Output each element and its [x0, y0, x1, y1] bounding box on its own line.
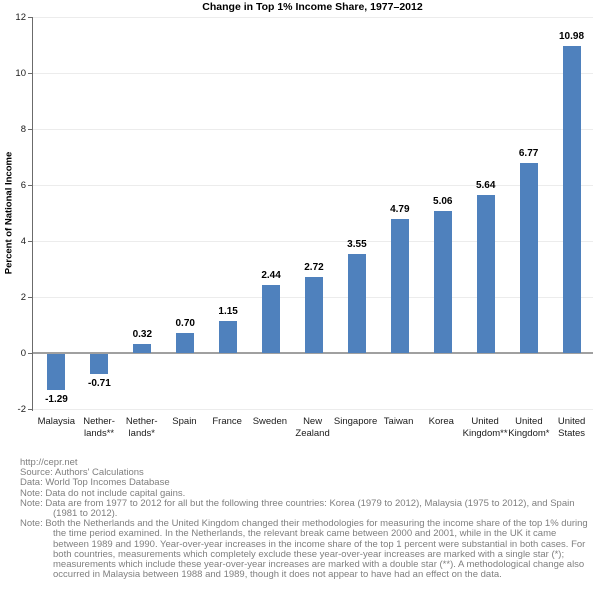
y-tick-mark [28, 185, 32, 186]
footer-line: Note: Data are from 1977 to 2012 for all… [20, 497, 575, 520]
y-tick-mark [28, 353, 32, 354]
x-axis-labels: Malaysia Nether- lands** Nether- lands* Spa… [35, 416, 593, 439]
bar [305, 276, 323, 353]
footer-line: Note: Data do not include capital gains. [20, 487, 186, 499]
gridline [32, 129, 593, 130]
gridline [32, 17, 593, 18]
x-tick-label: New Zealand [295, 416, 330, 439]
y-tick-mark [28, 129, 32, 130]
bar-value-label: -0.71 [87, 377, 111, 389]
y-axis-line [32, 17, 33, 411]
gridline [32, 241, 593, 242]
bar [90, 354, 109, 374]
bar [476, 195, 495, 353]
y-tick-label: 8 [20, 124, 26, 135]
x-tick-label: Malaysia [37, 416, 76, 427]
y-tick-label: 2 [20, 292, 26, 303]
bar-value-label: 4.79 [390, 203, 410, 215]
gridline [32, 409, 593, 410]
bar-value-label: 5.64 [475, 180, 496, 192]
x-tick-label: Singapore [333, 416, 378, 427]
x-tick-label: Nether- lands** [83, 416, 115, 439]
x-tick-label: Spain [172, 416, 197, 427]
y-tick-mark [28, 241, 32, 242]
bar-value-label: 3.55 [347, 238, 367, 250]
footer-line: http://cepr.net [20, 457, 78, 468]
bar-value-label: 0.32 [132, 329, 153, 341]
footer-line: Note: Both the Netherlands and the Unite… [20, 518, 588, 581]
y-tick-label: 6 [20, 180, 26, 191]
bar [176, 333, 195, 353]
bar-value-label: 2.44 [261, 269, 281, 281]
gridline [32, 73, 593, 74]
gridline [32, 185, 593, 186]
bar [133, 344, 152, 353]
y-tick-mark [28, 17, 32, 18]
y-tick-label: 10 [15, 68, 26, 79]
bar-value-label: 6.77 [518, 148, 539, 160]
y-axis-title: Percent of National Income [3, 151, 15, 275]
bar [562, 45, 581, 353]
bar-value-label: 2.72 [304, 261, 324, 273]
bar-value-label: -1.29 [45, 394, 68, 406]
x-tick-label: France [212, 416, 242, 427]
y-tick-mark [28, 297, 32, 298]
bar [433, 211, 452, 353]
bar [262, 284, 281, 353]
x-tick-label: Sweden [252, 416, 288, 427]
y-tick-label: 0 [20, 348, 26, 359]
y-tick-label: 4 [20, 236, 26, 247]
x-tick-label: United Kingdom** [462, 416, 508, 439]
footer-line: Source: Authors' Calculations [20, 467, 144, 479]
y-tick-mark [28, 73, 32, 74]
x-tick-label: United States [557, 416, 586, 439]
x-tick-label: United Kingdom* [508, 416, 550, 439]
bar [390, 218, 409, 353]
chart-title: Change in Top 1% Income Share, 1977–2012 [202, 1, 423, 13]
y-tick-mark [28, 409, 32, 410]
chart-footer: http://cepr.net Source: Authors' Calculat… [20, 457, 593, 581]
bar-value-label: 10.98 [559, 30, 585, 42]
plot-area: -1.29 -0.71 0.32 0.70 1.15 2.44 2.72 3.55 4.79 5.… [32, 17, 593, 410]
bar-value-label: 0.70 [175, 318, 195, 330]
zero-line [32, 352, 593, 354]
y-tick-label: -2 [17, 404, 26, 415]
bar [347, 253, 366, 353]
footer-line: Data: World Top Incomes Database [20, 477, 170, 489]
x-tick-label: Nether- lands* [125, 416, 158, 439]
bar [47, 354, 66, 391]
y-tick-label: 12 [15, 12, 26, 23]
bar [519, 163, 538, 353]
x-tick-label: Taiwan [383, 416, 414, 427]
bar-value-label: 1.15 [218, 305, 238, 317]
x-tick-label: Korea [428, 416, 454, 427]
bar-value-label: 5.06 [433, 196, 453, 208]
bar [219, 320, 238, 353]
